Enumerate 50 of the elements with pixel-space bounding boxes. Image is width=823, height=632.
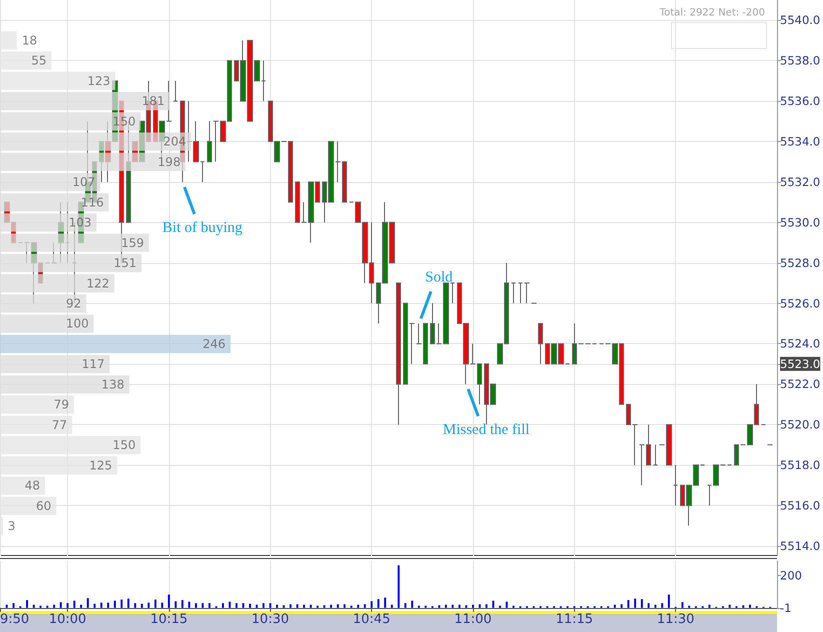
- y-tick-label: 5524.0: [780, 336, 820, 351]
- annotation: Bit of buying: [162, 220, 243, 236]
- data-label: 150: [112, 438, 136, 452]
- y-tick-label: 5530.0: [780, 215, 820, 230]
- data-label: 151: [114, 256, 137, 270]
- y-tick-label: 5534.0: [780, 134, 820, 149]
- y-tick-label: 200: [780, 568, 802, 583]
- x-tick-label: 11:30: [656, 612, 694, 627]
- y-tick-label: 5520.0: [780, 418, 820, 432]
- x-tick-label: 9:50: [0, 612, 30, 627]
- data-label: 116: [80, 195, 104, 210]
- annotation: Missed the fill: [442, 422, 530, 438]
- data-label: 77: [52, 418, 68, 432]
- data-label: 123: [87, 74, 110, 88]
- y-tick-label: 5518.0: [780, 458, 820, 472]
- y-tick-label: 5538.0: [780, 54, 820, 68]
- y-tick-label: 5523.0: [780, 356, 820, 371]
- data-label: 122: [86, 276, 110, 290]
- x-tick-label: 10:30: [252, 612, 290, 627]
- x-tick-label: 10:00: [48, 612, 86, 627]
- x-tick-label: 10:45: [352, 612, 390, 627]
- data-label: 60: [36, 498, 52, 513]
- data-label: 138: [101, 377, 124, 392]
- data-label: 246: [202, 336, 226, 351]
- data-label: 3: [8, 519, 16, 534]
- annotation: Total: 2922 Net: -200: [658, 8, 765, 18]
- data-label: 79: [54, 398, 70, 412]
- data-label: 18: [22, 33, 38, 48]
- data-label: 198: [158, 154, 181, 169]
- x-tick-label: 11:00: [454, 612, 492, 627]
- y-tick-label: -1: [780, 601, 792, 615]
- data-label: 55: [31, 54, 47, 68]
- data-label: 117: [82, 357, 105, 372]
- y-tick-label: 5528.0: [780, 256, 820, 270]
- data-label: 100: [66, 316, 89, 331]
- data-label: 181: [142, 94, 165, 108]
- y-tick-label: 5536.0: [780, 94, 820, 108]
- y-tick-label: 5532.0: [780, 174, 820, 189]
- annotation: Sold: [425, 269, 454, 286]
- data-label: 125: [89, 458, 112, 472]
- y-tick-label: 5526.0: [780, 296, 820, 310]
- data-label: 48: [24, 478, 40, 493]
- data-label: 92: [66, 296, 82, 310]
- y-tick-label: 5540.0: [780, 13, 820, 28]
- x-tick-label: 11:15: [556, 612, 594, 627]
- x-tick-label: 10:15: [150, 612, 188, 627]
- y-tick-label: 5522.0: [780, 377, 820, 392]
- y-tick-label: 5516.0: [780, 498, 820, 512]
- y-tick-label: 5514.0: [780, 538, 820, 553]
- data-label: 159: [121, 236, 144, 250]
